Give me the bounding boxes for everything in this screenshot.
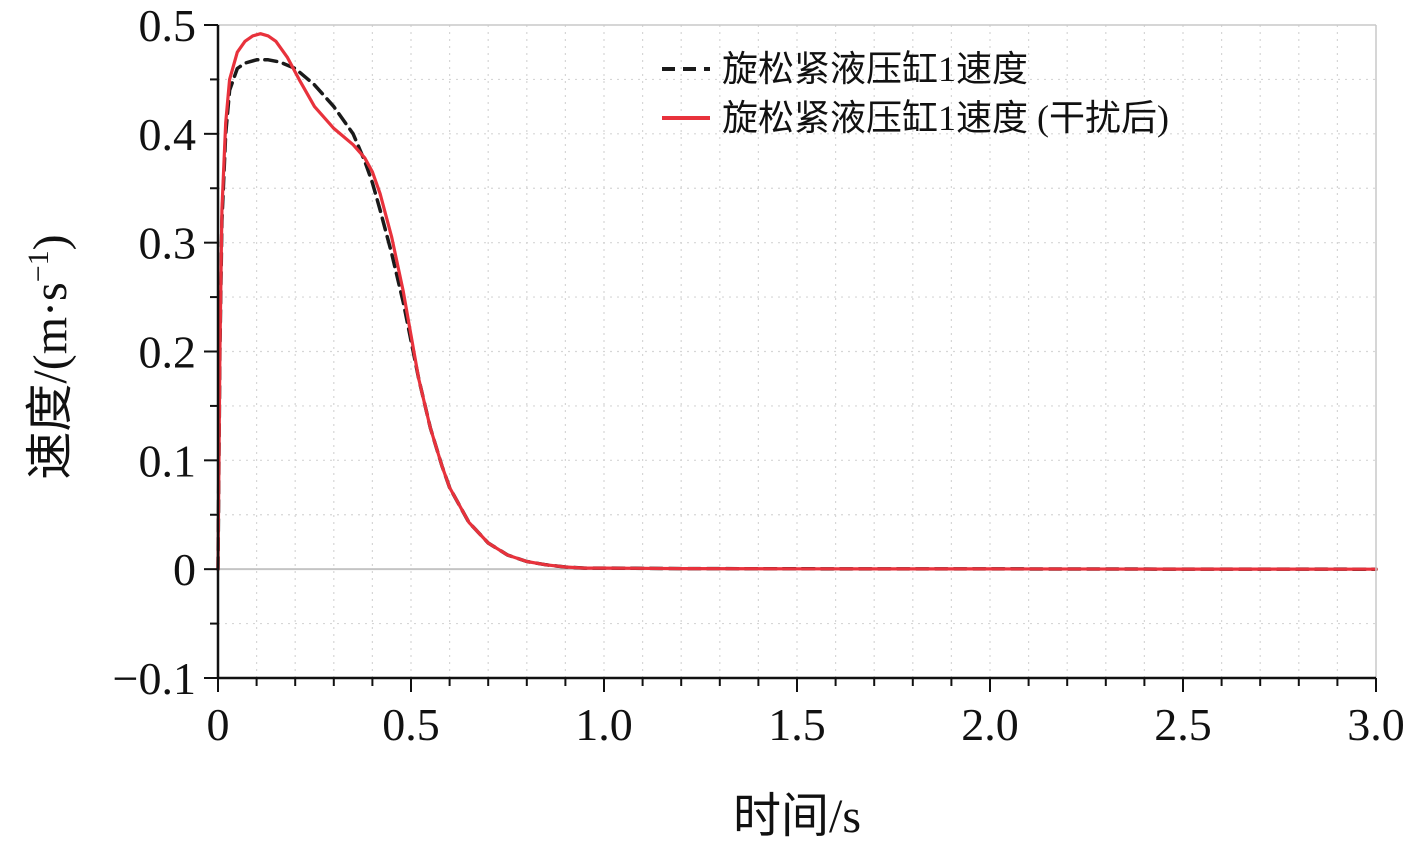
y-axis-title-main: 速度/(m·s [24,282,77,479]
tick-labels: 0 0.5 1.0 1.5 2.0 2.5 3.0−0.100.10.20.30.40.5 [113,0,1405,750]
axes [204,24,1377,692]
legend-label-series-2: 旋松紧液压缸1速度 (干扰后) [722,98,1169,138]
y-tick-label: 0.4 [139,109,197,160]
y-axis-title: 速度/(m·s−1) [22,234,77,479]
y-tick-label: 0.3 [139,218,197,269]
legend-label-series-1: 旋松紧液压缸1速度 [722,49,1028,89]
series-group [216,32,1378,571]
x-tick-label: 0 [207,699,230,750]
y-tick-label: 0 [173,544,196,595]
x-tick-label: 1.0 [575,699,633,750]
x-tick-label: 1.5 [768,699,826,750]
x-axis-title: 时间/s [733,790,861,843]
legend: 旋松紧液压缸1速度 旋松紧液压缸1速度 (干扰后) [662,49,1169,138]
x-tick-label: 2.5 [1154,699,1212,750]
y-axis-title-superscript: −1 [22,250,55,282]
y-tick-label: 0.5 [139,0,197,51]
y-axis-title-close: ) [24,234,77,250]
y-tick-label: 0.1 [139,435,197,486]
y-tick-label: −0.1 [113,653,196,704]
y-tick-label: 0.2 [139,327,197,378]
x-tick-label: 3.0 [1347,699,1405,750]
x-tick-label: 0.5 [382,699,440,750]
series-line-2 [216,32,1378,571]
x-tick-label: 2.0 [961,699,1019,750]
